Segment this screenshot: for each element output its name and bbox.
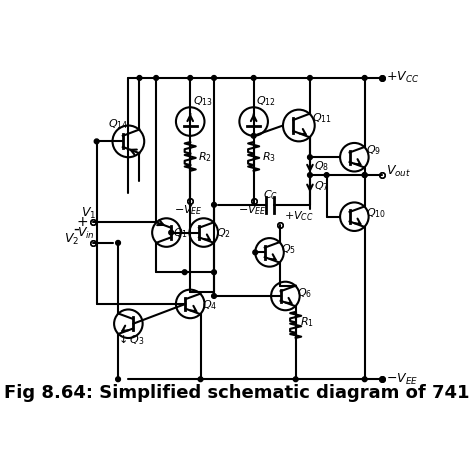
Text: Fig 8.64: Simplified schematic diagram of 741: Fig 8.64: Simplified schematic diagram o… — [4, 384, 470, 402]
Text: $Q_{10}$: $Q_{10}$ — [366, 207, 386, 221]
Text: $Q_{14}$: $Q_{14}$ — [108, 117, 128, 131]
Text: $V_{out}$: $V_{out}$ — [386, 164, 411, 179]
Circle shape — [308, 75, 312, 80]
Circle shape — [137, 75, 142, 80]
Text: $+V_{CC}$: $+V_{CC}$ — [284, 209, 313, 223]
Circle shape — [251, 75, 256, 80]
Circle shape — [198, 377, 203, 382]
Text: $\downarrow Q_3$: $\downarrow Q_3$ — [117, 332, 145, 346]
Circle shape — [211, 75, 217, 80]
Text: $Q_7$: $Q_7$ — [314, 179, 329, 193]
Text: $Q_5$: $Q_5$ — [282, 242, 296, 256]
Text: $Q_{12}$: $Q_{12}$ — [256, 94, 276, 108]
Circle shape — [251, 133, 256, 138]
Circle shape — [324, 173, 329, 178]
Circle shape — [362, 173, 367, 178]
Circle shape — [116, 377, 120, 382]
Circle shape — [362, 173, 367, 178]
Circle shape — [169, 230, 173, 235]
Text: $Q_{13}$: $Q_{13}$ — [192, 94, 212, 108]
Text: $R_1$: $R_1$ — [300, 315, 314, 329]
Circle shape — [211, 202, 217, 207]
Text: $-V_{EE}$: $-V_{EE}$ — [386, 372, 418, 387]
Text: $Q_2$: $Q_2$ — [216, 227, 230, 240]
Text: $Q_9$: $Q_9$ — [366, 143, 382, 157]
Text: $Q_4$: $Q_4$ — [202, 298, 218, 312]
Text: $C_C$: $C_C$ — [263, 188, 278, 202]
Circle shape — [308, 155, 312, 160]
Circle shape — [293, 377, 298, 382]
Text: $V_1$: $V_1$ — [81, 206, 96, 221]
Text: $Q_{11}$: $Q_{11}$ — [311, 112, 331, 125]
Circle shape — [211, 270, 217, 275]
Circle shape — [116, 241, 120, 245]
Text: $V_{in}$: $V_{in}$ — [77, 226, 95, 241]
Text: +: + — [77, 215, 89, 229]
Text: $Q_1$: $Q_1$ — [173, 227, 188, 240]
Text: $R_2$: $R_2$ — [198, 150, 212, 164]
Text: $V_2$: $V_2$ — [64, 232, 79, 247]
Text: $R_3$: $R_3$ — [262, 150, 275, 164]
Text: $+V_{CC}$: $+V_{CC}$ — [386, 70, 419, 85]
Text: $-V_{EE}$: $-V_{EE}$ — [174, 203, 203, 217]
Circle shape — [211, 294, 217, 298]
Text: -: - — [73, 220, 79, 238]
Circle shape — [253, 250, 257, 255]
Circle shape — [362, 75, 367, 80]
Text: $-V_{EE}$: $-V_{EE}$ — [238, 203, 266, 217]
Text: $Q_8$: $Q_8$ — [314, 159, 329, 173]
Circle shape — [154, 75, 158, 80]
Circle shape — [188, 75, 192, 80]
Circle shape — [182, 270, 187, 275]
Circle shape — [308, 173, 312, 178]
Circle shape — [362, 377, 367, 382]
Text: $Q_6$: $Q_6$ — [297, 286, 312, 300]
Circle shape — [94, 139, 99, 144]
